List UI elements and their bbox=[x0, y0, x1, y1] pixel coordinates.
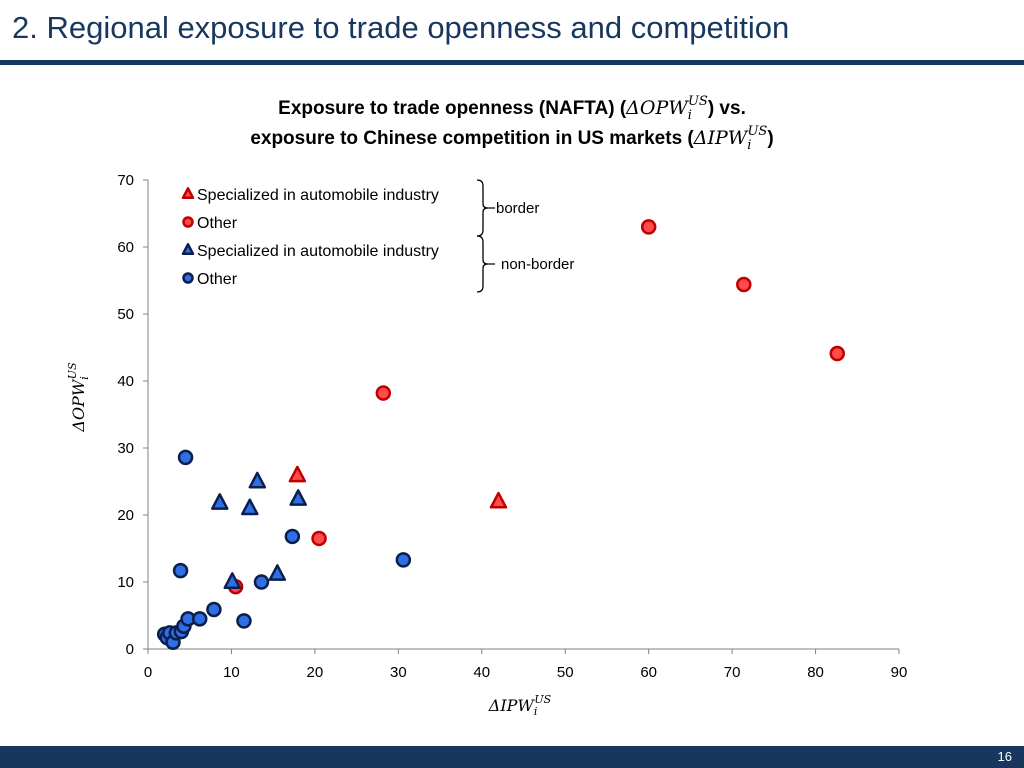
data-point-border-circle bbox=[829, 345, 846, 362]
x-tick-label: 20 bbox=[307, 664, 324, 681]
data-point-non-border-circle bbox=[191, 611, 208, 627]
chart-title-line1: Exposure to trade openness (NAFTA) (ΔOPW… bbox=[278, 94, 746, 123]
legend-marker-non-border-circle bbox=[182, 272, 194, 284]
chart-title-line2: exposure to Chinese competition in US ma… bbox=[250, 124, 773, 153]
chart-title-line1-sub: i bbox=[688, 108, 692, 123]
data-point-non-border-triangle bbox=[241, 498, 259, 516]
chart-title-line2-sub: i bbox=[747, 138, 751, 153]
chart-title-line1-text: Exposure to trade openness (NAFTA) ( bbox=[278, 98, 627, 119]
title-underline bbox=[0, 60, 1024, 65]
data-point-border-circle bbox=[311, 530, 327, 547]
y-tick-label: 40 bbox=[117, 373, 134, 390]
y-tick-label: 70 bbox=[117, 172, 134, 189]
data-point-border-circle bbox=[640, 219, 657, 235]
data-point-non-border-circle bbox=[253, 574, 270, 590]
data-point-non-border-circle bbox=[236, 613, 252, 629]
x-tick-label: 90 bbox=[891, 664, 908, 681]
x-axis-label-sub: i bbox=[534, 705, 538, 718]
legend-entry-label: Other bbox=[197, 215, 238, 232]
x-axis-label-sup: US bbox=[534, 693, 551, 706]
x-tick-label: 80 bbox=[807, 664, 824, 681]
x-tick-label: 60 bbox=[640, 664, 657, 681]
chart-title-line2-sup: US bbox=[747, 124, 767, 139]
legend-entry-label: Other bbox=[197, 271, 238, 288]
data-point-non-border-triangle bbox=[268, 564, 287, 581]
y-tick-label: 50 bbox=[117, 306, 134, 323]
y-tick-label: 20 bbox=[117, 507, 134, 524]
data-point-non-border-circle bbox=[172, 562, 189, 579]
legend-group-label: border bbox=[496, 200, 539, 217]
data-point-border-circle bbox=[736, 276, 752, 293]
x-tick-label: 50 bbox=[557, 664, 574, 681]
data-point-border-circle bbox=[375, 385, 392, 401]
y-axis-label: ΔOPWiUS bbox=[66, 362, 91, 433]
data-point-non-border-triangle bbox=[211, 493, 229, 510]
scatter-chart: Exposure to trade openness (NAFTA) (ΔOPW… bbox=[66, 94, 907, 718]
tick-labels: 0 10 20 30 40 50 60 70 80 90 0 10 20 30 40 50 60 70 bbox=[117, 172, 907, 681]
x-tick-label: 40 bbox=[473, 664, 490, 681]
y-axis-label-sup: US bbox=[66, 362, 79, 379]
legend-group-brace bbox=[476, 235, 489, 293]
data-points bbox=[156, 219, 846, 651]
y-tick-label: 60 bbox=[117, 239, 134, 256]
y-tick-label: 10 bbox=[117, 574, 134, 591]
data-point-non-border-circle bbox=[206, 601, 222, 618]
legend-group-label: non-border bbox=[501, 256, 574, 273]
legend-marker-border-triangle bbox=[181, 187, 195, 200]
legend-marker-border-circle bbox=[182, 216, 194, 228]
legend-group-brace bbox=[476, 179, 489, 237]
legend-entry-label: Specialized in automobile industry bbox=[197, 187, 439, 204]
data-point-border-triangle bbox=[489, 491, 508, 509]
x-tick-label: 0 bbox=[144, 664, 152, 681]
x-tick-label: 30 bbox=[390, 664, 407, 681]
x-tick-label: 70 bbox=[724, 664, 741, 681]
x-axis-label-math: ΔIPW bbox=[488, 696, 536, 715]
slide-title: 2. Regional exposure to trade openness a… bbox=[12, 10, 790, 45]
y-axis-label-sub: i bbox=[78, 376, 91, 380]
data-point-non-border-triangle bbox=[248, 471, 267, 489]
data-point-border-triangle bbox=[288, 465, 307, 483]
data-point-non-border-circle bbox=[284, 528, 301, 545]
y-tick-label: 30 bbox=[117, 440, 134, 457]
x-axis-label: ΔIPWiUS bbox=[488, 693, 552, 718]
chart-title-line2-text: exposure to Chinese competition in US ma… bbox=[250, 128, 694, 149]
axes bbox=[143, 179, 900, 654]
footer-bar: 16 bbox=[0, 746, 1024, 768]
data-point-non-border-circle bbox=[395, 552, 412, 568]
chart-title-line1-math: ΔOPW bbox=[625, 97, 689, 119]
chart-title-line1-sup: US bbox=[688, 94, 708, 109]
data-point-non-border-circle bbox=[177, 449, 194, 466]
y-tick-label: 0 bbox=[126, 641, 134, 658]
legend-marker-non-border-triangle bbox=[181, 243, 195, 256]
chart-title-line2-end: ) bbox=[767, 128, 773, 149]
x-tick-label: 10 bbox=[223, 664, 240, 681]
data-point-non-border-triangle bbox=[223, 572, 242, 589]
data-point-non-border-triangle bbox=[289, 489, 307, 506]
chart-title-line1-end: ) vs. bbox=[708, 98, 746, 119]
page-number: 16 bbox=[997, 749, 1012, 764]
y-axis-label-math: ΔOPW bbox=[69, 378, 88, 432]
chart-title-line2-math: ΔIPW bbox=[693, 127, 749, 149]
legend: Specialized in automobile industry Other S… bbox=[181, 179, 574, 293]
legend-entry-label: Specialized in automobile industry bbox=[197, 243, 439, 260]
